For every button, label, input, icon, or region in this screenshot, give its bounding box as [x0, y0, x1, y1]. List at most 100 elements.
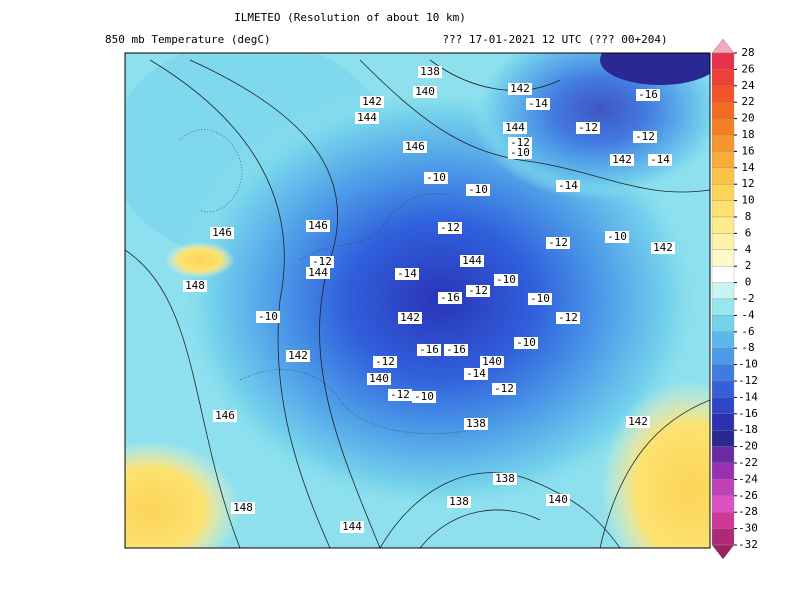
label-box [395, 268, 419, 280]
colorbar-label: 20 [741, 112, 754, 125]
contour-label: -14 [397, 267, 417, 280]
colorbar-label: -10 [738, 358, 758, 371]
label-box [183, 280, 207, 292]
label-box [648, 154, 672, 166]
colorbar-label: -12 [738, 374, 758, 387]
colorbar-swatch [711, 266, 735, 283]
label-box [355, 112, 379, 124]
contour-label: -16 [440, 291, 460, 304]
label-box [418, 66, 442, 78]
colorbar-swatch [711, 512, 735, 529]
label-box [306, 220, 330, 232]
contour-label: -10 [426, 171, 446, 184]
contour-label: -10 [258, 310, 278, 323]
colorbar-label: -14 [738, 390, 758, 403]
label-box [340, 521, 364, 533]
contour-label: -12 [578, 121, 598, 134]
contour-label: -16 [638, 88, 658, 101]
contour-label: -16 [446, 343, 466, 356]
colorbar-label: 6 [745, 226, 752, 239]
colorbar-label: -24 [738, 472, 758, 485]
colorbar-label: -18 [738, 423, 758, 436]
contour-label: 144 [505, 121, 525, 134]
label-box [508, 137, 532, 149]
contour-label: -12 [440, 221, 460, 234]
colorbar-label: 12 [741, 177, 754, 190]
colorbar-swatch [711, 52, 735, 70]
colorbar-swatch [711, 462, 735, 480]
colorbar-swatch [711, 249, 735, 267]
contour-label: 138 [449, 495, 469, 508]
colorbar-swatch [711, 134, 735, 152]
contour-label: 146 [405, 140, 425, 153]
label-box [417, 344, 441, 356]
label-box [398, 312, 422, 324]
label-box [546, 494, 570, 506]
contour-label: 142 [288, 349, 308, 362]
label-box [256, 311, 280, 323]
label-box [494, 274, 518, 286]
colorbar-swatch [711, 495, 735, 513]
colorbar-label: 0 [745, 276, 752, 289]
run-info: ??? 17-01-2021 12 UTC (??? 00+204) [442, 33, 667, 46]
label-box [636, 89, 660, 101]
colorbar-label: 16 [741, 144, 754, 157]
contour-label: -10 [496, 273, 516, 286]
colorbar-label: -2 [741, 292, 754, 305]
contour-label: -10 [510, 146, 530, 159]
colorbar-swatch [711, 102, 735, 119]
label-box [438, 222, 462, 234]
colorbar-label: -16 [738, 407, 758, 420]
label-box [626, 416, 650, 428]
contour-label: 144 [308, 266, 328, 279]
colorbar-label: -20 [738, 440, 758, 453]
label-box [444, 344, 468, 356]
colorbar-label: 28 [741, 46, 754, 59]
colorbar-swatch [711, 331, 735, 349]
contour-label: 142 [653, 241, 673, 254]
colorbar-swatch [711, 446, 735, 464]
contour-label: 144 [342, 520, 362, 533]
contour-label: 148 [233, 501, 253, 514]
label-box [360, 96, 384, 108]
colorbar-label: -28 [738, 505, 758, 518]
colorbar-label: 14 [741, 161, 755, 174]
contour-label: 138 [495, 472, 515, 485]
colorbar-swatch [711, 69, 735, 86]
label-box [610, 154, 634, 166]
colorbar-swatch [711, 216, 735, 234]
contour-label: -12 [390, 388, 410, 401]
colorbar-label: -22 [738, 456, 758, 469]
colorbar-label: 10 [741, 194, 754, 207]
contour-label: 142 [400, 311, 420, 324]
contour-label: -14 [558, 179, 578, 192]
label-box [424, 172, 448, 184]
contour-label: -10 [414, 390, 434, 403]
label-box [526, 98, 550, 110]
colorbar-label: -32 [738, 538, 758, 551]
map-frame [124, 52, 711, 549]
field-area [165, 242, 235, 278]
contour-label: -12 [375, 355, 395, 368]
colorbar-label: 4 [745, 243, 752, 256]
contour-label: 142 [612, 153, 632, 166]
contour-label: 140 [415, 85, 435, 98]
label-box [388, 389, 412, 401]
contour-label: -10 [516, 336, 536, 349]
colorbar-swatch [711, 85, 735, 103]
label-box [466, 285, 490, 297]
label-box [231, 502, 255, 514]
contour-label: 142 [362, 95, 382, 108]
contour-label: -10 [468, 183, 488, 196]
title: ILMETEO (Resolution of about 10 km) [234, 11, 466, 24]
colorbar-swatch [711, 200, 735, 218]
label-box [493, 473, 517, 485]
label-box [605, 231, 629, 243]
colorbar-label: -30 [738, 522, 758, 535]
label-box [466, 184, 490, 196]
colorbar-swatch [711, 348, 735, 365]
label-box [508, 83, 532, 95]
colorbar-swatch [711, 413, 735, 431]
field-area [125, 440, 240, 548]
contour-label: -16 [419, 343, 439, 356]
